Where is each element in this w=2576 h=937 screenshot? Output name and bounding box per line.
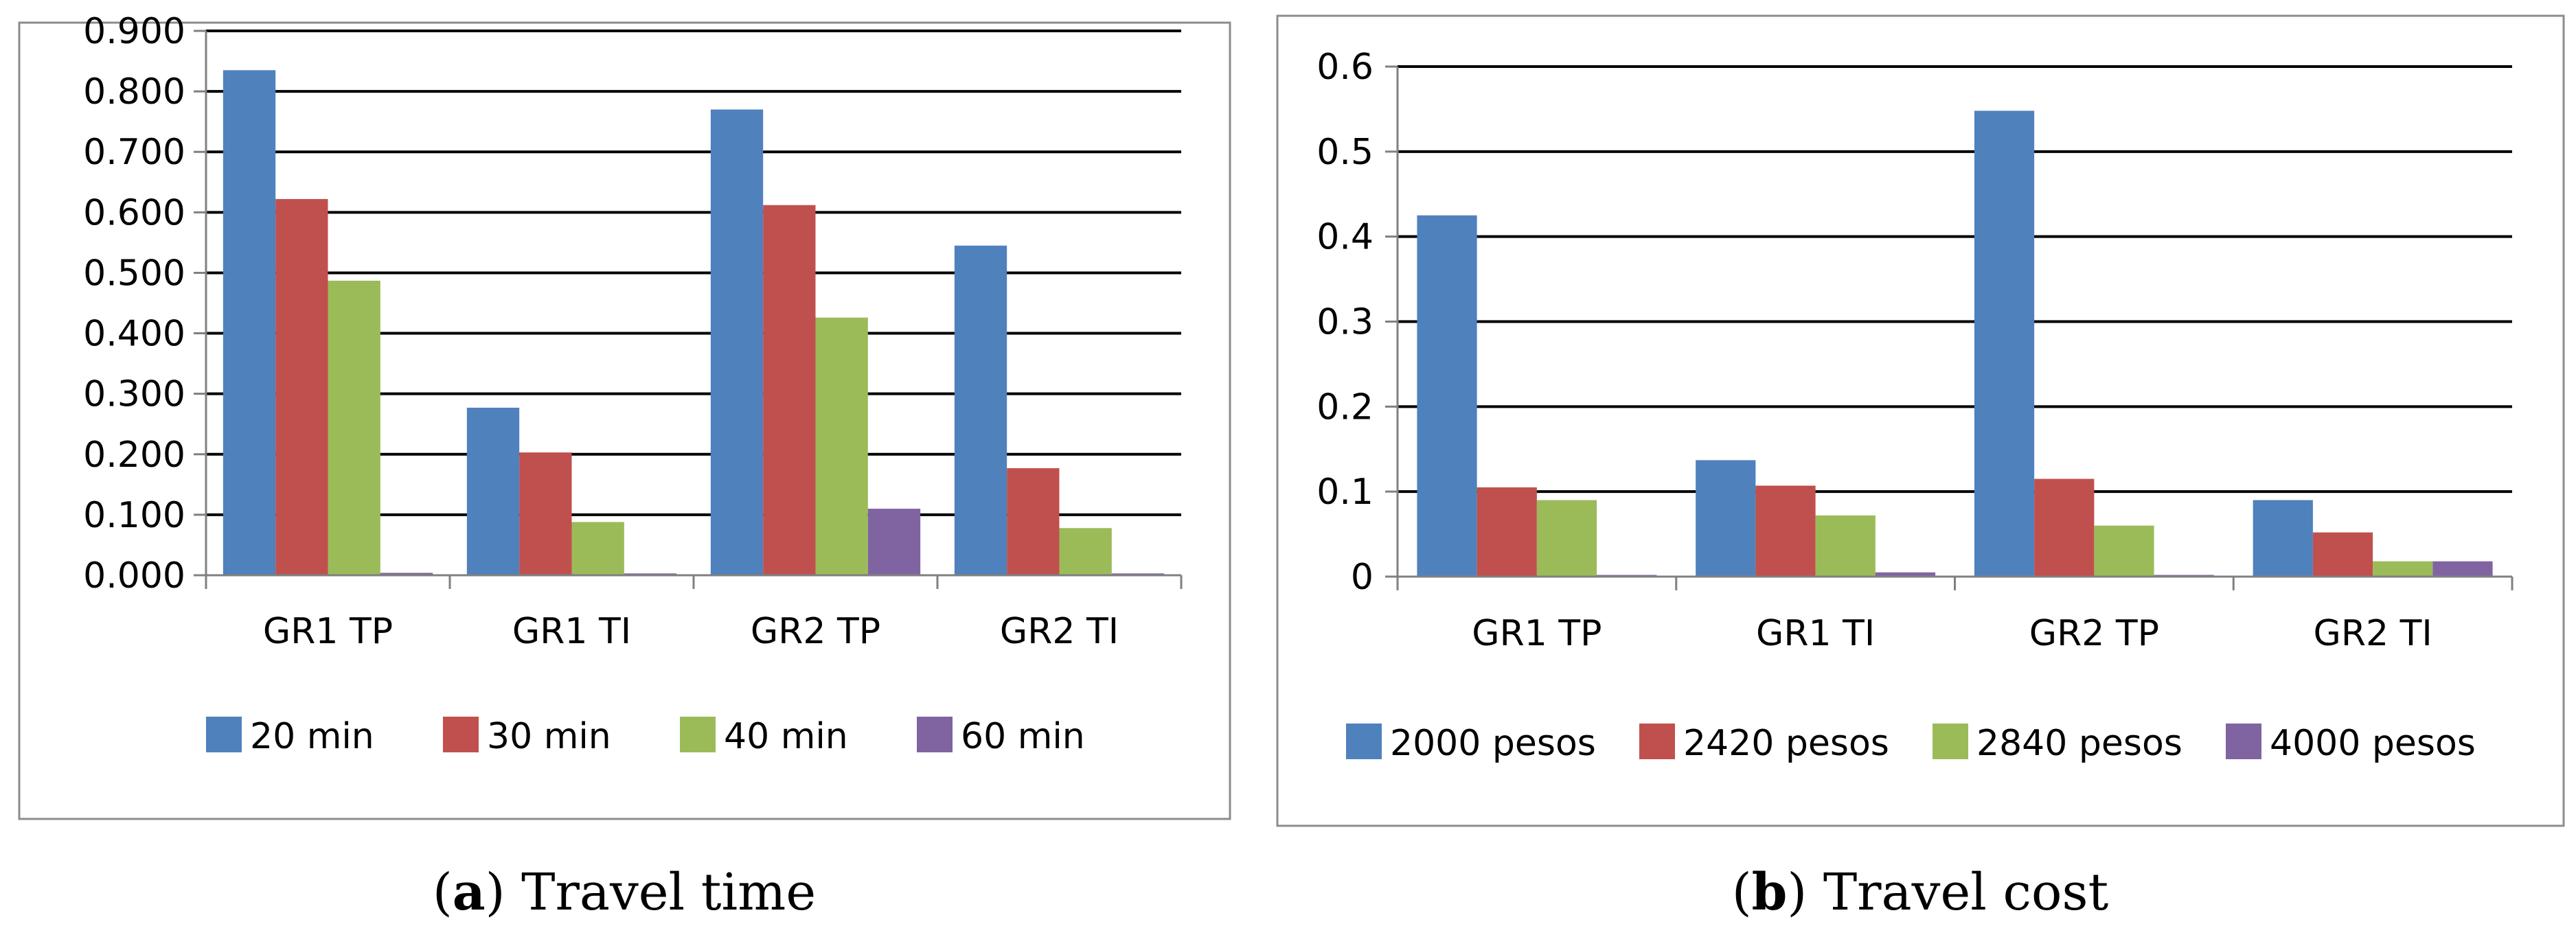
chart-a-panel: 0.000 0.100 0.200 0.300 0.400 0.500 0.600 0.700… bbox=[18, 11, 1231, 820]
chart-b-gridlines bbox=[1398, 65, 2512, 494]
bar bbox=[2094, 525, 2154, 577]
chart-a-category-labels: GR1 TP GR1 TI GR2 TP GR2 TI bbox=[263, 611, 1119, 652]
chart-a-legend: 20 min 30 min 40 min 60 min bbox=[206, 716, 1085, 757]
chart-b-panel: 00.10.20.30.40.50.6 GR1 TP GR1 TI GR2 TP GR… bbox=[1276, 14, 2565, 827]
x-category-label: GR1 TI bbox=[1756, 613, 1875, 654]
y-tick-label: 0.100 bbox=[83, 495, 185, 536]
y-tick-label: 0.5 bbox=[1317, 132, 1374, 173]
chart-a-axes bbox=[194, 30, 1183, 589]
bar bbox=[519, 452, 572, 575]
bar bbox=[1007, 468, 1060, 575]
y-tick-label: 0.300 bbox=[83, 374, 185, 415]
bar bbox=[571, 522, 624, 575]
caption-a: (a) Travel time bbox=[433, 863, 816, 922]
bar bbox=[275, 198, 328, 576]
legend-label: 40 min bbox=[724, 716, 848, 757]
bar bbox=[1696, 460, 1756, 577]
legend-swatch bbox=[1639, 724, 1675, 759]
bar bbox=[1417, 215, 1477, 577]
legend-label: 2420 pesos bbox=[1683, 723, 1889, 764]
chart-a-y-tick-labels: 0.000 0.100 0.200 0.300 0.400 0.500 0.600 0.700… bbox=[83, 11, 185, 597]
legend-swatch bbox=[917, 717, 953, 752]
y-tick-label: 0.1 bbox=[1317, 472, 1374, 513]
legend-swatch bbox=[1346, 724, 1382, 759]
bar bbox=[223, 70, 276, 576]
chart-a-frame bbox=[18, 21, 1231, 820]
y-tick-label: 0.3 bbox=[1317, 302, 1374, 343]
bar bbox=[763, 205, 816, 575]
x-category-label: GR2 TI bbox=[1000, 611, 1119, 652]
y-tick-label: 0.000 bbox=[83, 555, 185, 597]
caption-a-letter: a bbox=[453, 863, 486, 922]
y-tick-label: 0.600 bbox=[83, 192, 185, 233]
chart-b-y-tick-labels: 0 0.1 0.2 0.3 0.4 0.5 0.6 bbox=[1317, 47, 1374, 598]
y-tick-label: 0.4 bbox=[1317, 217, 1374, 258]
y-tick-label: 0.700 bbox=[83, 132, 185, 173]
x-category-label: GR1 TP bbox=[1472, 613, 1602, 654]
y-tick-label: 0.6 bbox=[1317, 47, 1374, 88]
x-category-label: GR2 TP bbox=[751, 611, 880, 652]
bar bbox=[1477, 487, 1537, 577]
legend-swatch bbox=[2226, 724, 2261, 759]
bar bbox=[867, 509, 921, 575]
legend-label: 20 min bbox=[250, 716, 374, 757]
legend-swatch bbox=[443, 717, 479, 752]
caption-a-text: Travel time bbox=[521, 863, 816, 922]
legend-label: 2840 pesos bbox=[1976, 723, 2182, 764]
bar bbox=[2034, 478, 2095, 577]
bar bbox=[1059, 528, 1112, 575]
x-category-label: GR2 TI bbox=[2314, 613, 2432, 654]
y-tick-label: 0.2 bbox=[1317, 386, 1374, 428]
bar bbox=[1815, 515, 1876, 577]
bar bbox=[328, 280, 380, 575]
legend-label: 4000 pesos bbox=[2270, 723, 2476, 764]
x-category-label: GR2 TP bbox=[2029, 613, 2159, 654]
chart-b-category-labels: GR1 TP GR1 TI GR2 TP GR2 TI bbox=[1472, 613, 2432, 654]
bar bbox=[380, 572, 433, 575]
bar bbox=[2373, 561, 2433, 577]
bar bbox=[1755, 485, 1816, 577]
chart-a-bars bbox=[223, 70, 1165, 576]
bar bbox=[710, 109, 764, 576]
legend-label: 30 min bbox=[487, 716, 611, 757]
y-tick-label: 0.900 bbox=[83, 11, 185, 52]
x-category-label: GR1 TP bbox=[263, 611, 393, 652]
y-tick-label: 0.800 bbox=[83, 71, 185, 113]
y-tick-label: 0 bbox=[1351, 557, 1374, 598]
y-tick-label: 0.400 bbox=[83, 314, 185, 355]
y-tick-label: 0.500 bbox=[83, 253, 185, 294]
bar bbox=[466, 407, 520, 575]
chart-b-axes bbox=[1385, 65, 2514, 590]
chart-b-legend: 2000 pesos 2420 pesos 2840 pesos 4000 pesos bbox=[1346, 723, 2476, 764]
caption-b-text: Travel cost bbox=[1823, 863, 2109, 922]
legend-label: 2000 pesos bbox=[1390, 723, 1596, 764]
caption-b-letter: b bbox=[1752, 863, 1788, 922]
bar bbox=[815, 317, 868, 575]
x-category-label: GR1 TI bbox=[512, 611, 631, 652]
legend-swatch bbox=[680, 717, 716, 752]
caption-b: (b) Travel cost bbox=[1732, 863, 2109, 922]
bar bbox=[1536, 500, 1597, 577]
bar bbox=[954, 245, 1007, 575]
legend-swatch bbox=[206, 717, 242, 752]
bar bbox=[1974, 111, 2035, 577]
bar bbox=[2432, 561, 2493, 577]
y-tick-label: 0.200 bbox=[83, 435, 185, 476]
legend-swatch bbox=[1933, 724, 1968, 759]
bar bbox=[2253, 500, 2313, 577]
legend-label: 60 min bbox=[961, 716, 1085, 757]
bar bbox=[2312, 532, 2373, 577]
bar bbox=[1875, 572, 1936, 577]
